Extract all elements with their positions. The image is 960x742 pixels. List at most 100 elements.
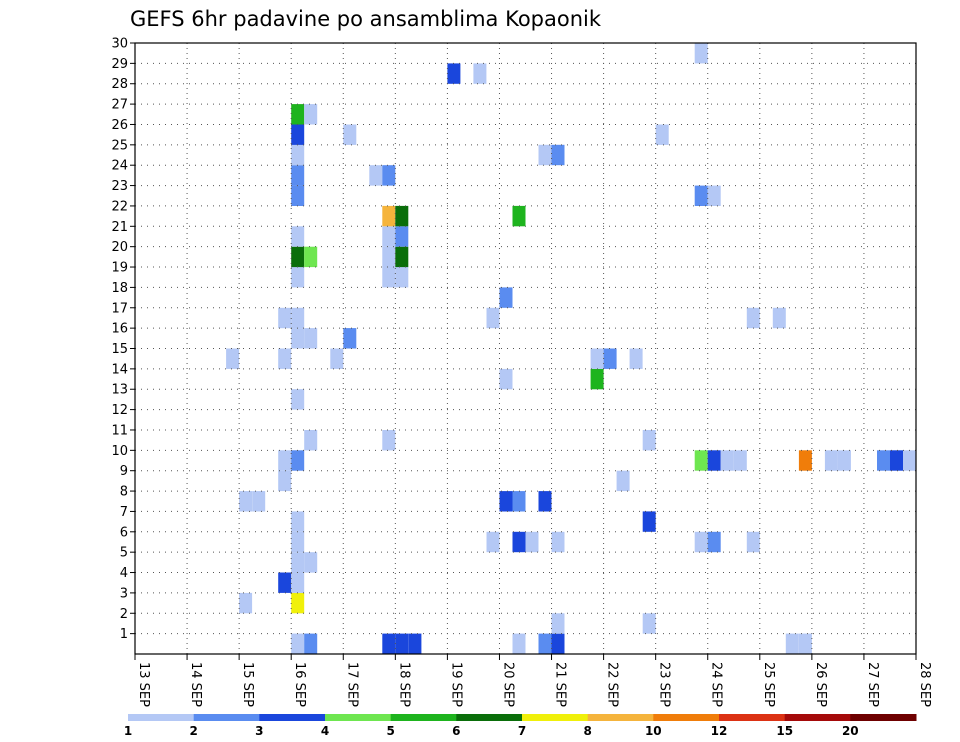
legend-label: 3: [255, 724, 263, 738]
heatmap-cell: [291, 592, 305, 614]
y-tick-label: 12: [111, 403, 128, 418]
heatmap-cell: [512, 531, 526, 553]
heatmap-cell: [291, 450, 305, 471]
y-tick-label: 24: [111, 159, 128, 174]
x-tick-label: 21 SEP: [553, 662, 568, 707]
heatmap-cell: [590, 368, 604, 390]
heatmap-cell: [252, 491, 266, 512]
y-tick-label: 14: [111, 362, 128, 377]
heatmap-cell: [226, 348, 240, 369]
heatmap-cell: [512, 633, 526, 654]
x-tick-label: 27 SEP: [865, 662, 880, 707]
y-tick-label: 21: [111, 220, 128, 235]
heatmap-cell: [408, 633, 422, 654]
heatmap-cell: [291, 226, 305, 247]
heatmap-cell: [525, 531, 539, 553]
x-tick-label: 17 SEP: [344, 662, 359, 707]
heatmap-cell: [291, 165, 305, 186]
y-tick-label: 11: [111, 423, 128, 438]
heatmap-cell: [304, 430, 318, 451]
legend-label: 7: [518, 724, 526, 738]
heatmap-cell: [694, 185, 708, 206]
heatmap-cell: [824, 450, 838, 471]
heatmap-cell: [837, 450, 851, 471]
heatmap-cell: [877, 450, 890, 471]
heatmap-cell: [551, 144, 565, 166]
y-tick-label: 16: [111, 322, 128, 337]
x-tick-label: 15 SEP: [240, 662, 255, 707]
heatmap-cell: [291, 328, 305, 349]
heatmap-cell: [720, 450, 734, 471]
y-tick-label: 6: [120, 525, 128, 540]
legend-label: 5: [387, 724, 395, 738]
legend-swatch: [784, 714, 851, 721]
legend-swatch: [587, 714, 654, 721]
heatmap-cell: [343, 328, 357, 349]
heatmap-cell: [291, 185, 305, 206]
y-tick-label: 10: [111, 444, 128, 459]
heatmap-cell: [304, 633, 318, 654]
y-tick-label: 17: [111, 301, 128, 316]
x-tick-label: 23 SEP: [657, 662, 672, 707]
legend-swatch: [390, 714, 457, 721]
heatmap-cell: [291, 246, 305, 268]
heatmap-cell: [499, 491, 513, 512]
heatmap-cell: [486, 307, 500, 329]
y-axis-ticks: 1234567891011121314151617181920212223242…: [111, 37, 135, 642]
y-tick-label: 20: [111, 240, 128, 255]
heatmap-cell: [694, 450, 708, 471]
y-tick-label: 3: [120, 586, 128, 601]
x-tick-label: 19 SEP: [448, 662, 463, 707]
heatmap-cell: [890, 450, 903, 471]
heatmap-cell: [395, 267, 409, 288]
heatmap-cell: [538, 491, 552, 512]
y-tick-label: 4: [120, 566, 128, 581]
legend-label: 2: [190, 724, 198, 738]
heatmap-cell: [551, 613, 565, 634]
heatmap-cell: [278, 470, 292, 492]
y-tick-label: 1: [120, 627, 128, 642]
heatmap-cell: [642, 613, 656, 634]
color-legend: 1 2 3 4 5 6 7 8 10 12 15 20: [124, 714, 917, 738]
legend-label: 8: [584, 724, 592, 738]
heatmap-cell: [291, 389, 305, 410]
heatmap-cell: [382, 430, 396, 451]
heatmap-cell: [694, 43, 708, 64]
heatmap-cell: [733, 450, 747, 471]
heatmap-cell: [473, 63, 487, 84]
heatmap-cell: [304, 104, 318, 125]
legend-label: 4: [321, 724, 329, 738]
heatmap-cell: [694, 531, 708, 553]
x-tick-label: 20 SEP: [500, 662, 515, 707]
x-tick-label: 13 SEP: [136, 662, 151, 707]
y-tick-label: 26: [111, 118, 128, 133]
y-tick-label: 2: [120, 607, 128, 622]
heatmap-cell: [707, 450, 721, 471]
heatmap-cell: [291, 572, 305, 593]
heatmap-cell: [304, 328, 318, 349]
heatmap-cell: [330, 348, 344, 369]
heatmap-cell: [785, 633, 799, 654]
grid-lines: [135, 43, 916, 654]
heatmap-cell: [304, 246, 318, 268]
heatmap-cell: [486, 531, 500, 553]
heatmap-cell: [395, 246, 409, 268]
heatmap-cell: [382, 246, 396, 268]
heatmap-cell: [291, 511, 305, 532]
legend-label: 10: [645, 724, 662, 738]
heatmap-cell: [382, 226, 396, 247]
heatmap-cell: [382, 165, 396, 186]
y-tick-label: 18: [111, 281, 128, 296]
y-tick-label: 29: [111, 57, 128, 72]
chart-title: GEFS 6hr padavine po ansamblima Kopaonik: [130, 7, 602, 31]
heatmap-cell: [655, 124, 669, 145]
heatmap-cell: [291, 124, 305, 145]
y-tick-label: 5: [120, 546, 128, 561]
heatmap-cell: [642, 511, 656, 532]
heatmap-cell: [291, 267, 305, 288]
heatmap-cell: [395, 226, 409, 247]
heatmap-cell: [382, 633, 396, 654]
legend-swatch: [193, 714, 260, 721]
heatmap-cell: [395, 633, 409, 654]
